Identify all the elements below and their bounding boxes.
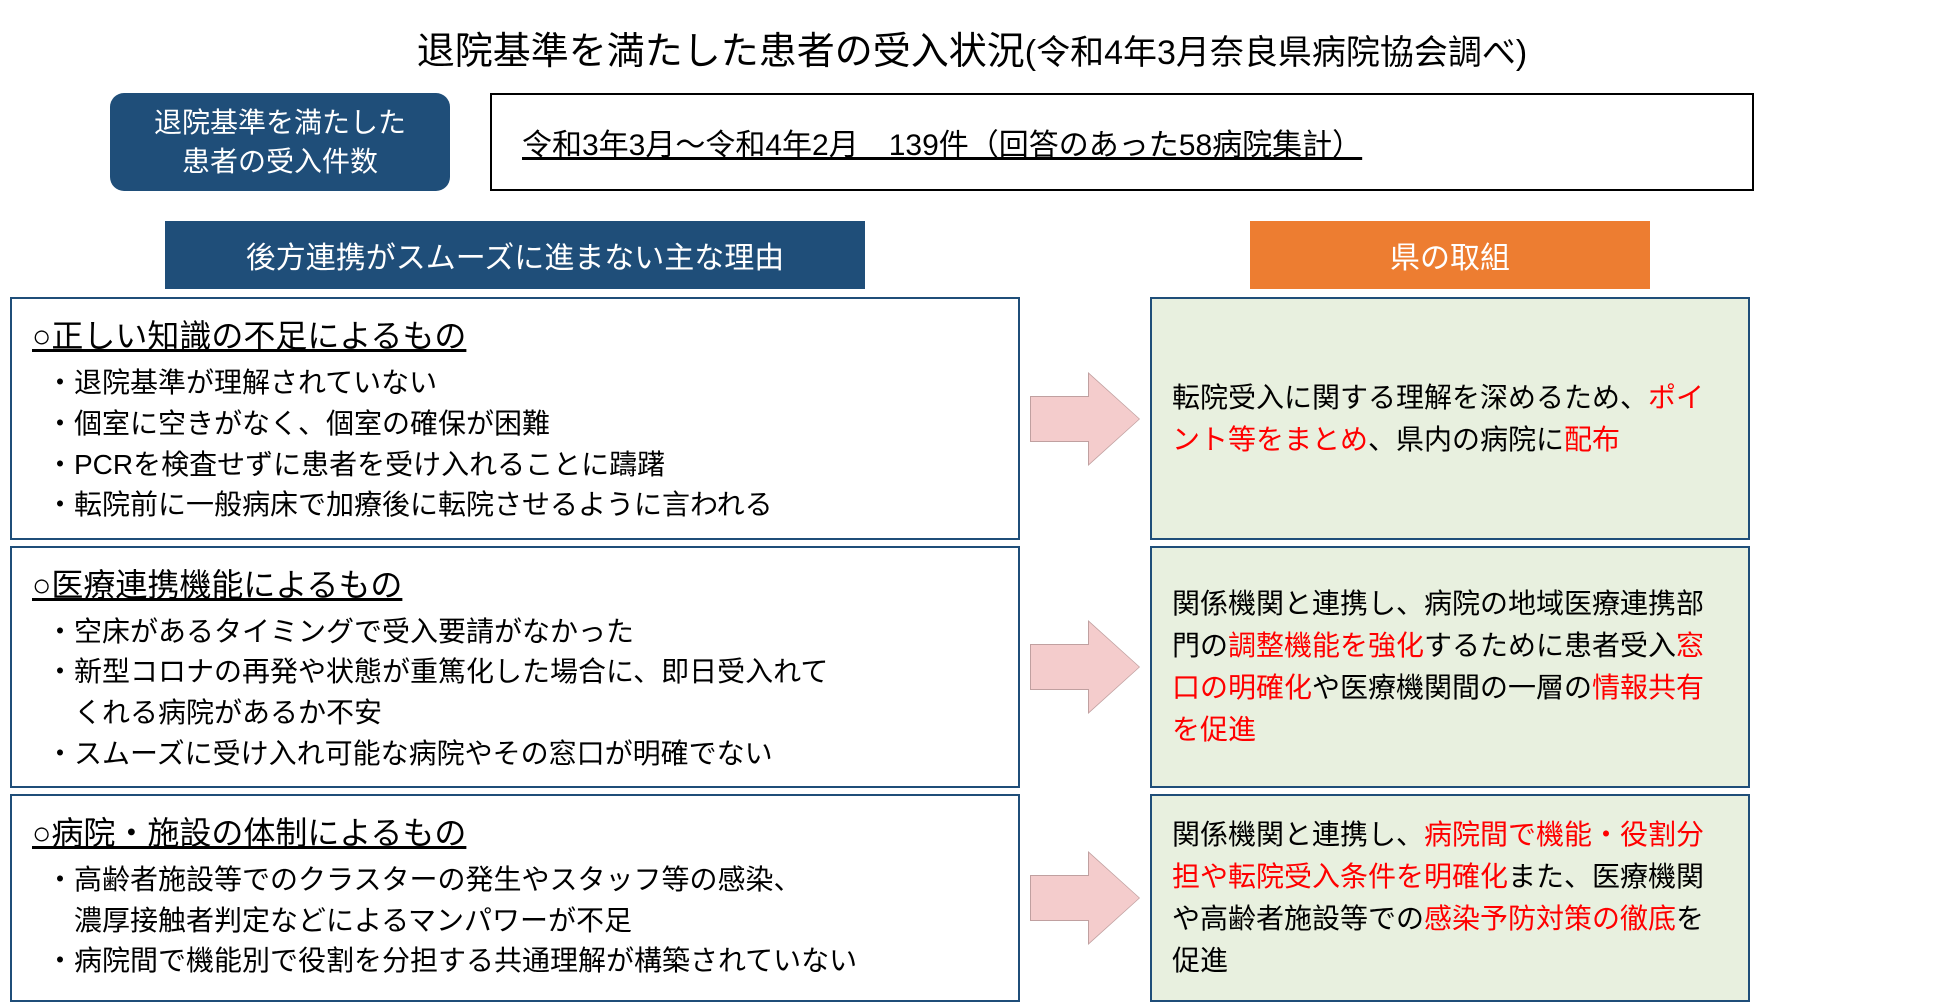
highlighted-text: 配布 [1564, 424, 1620, 455]
reason-item: ・転院前に一般病床で加療後に転院させるように言われる [32, 485, 998, 526]
plain-text: 、県内の病院に [1368, 424, 1564, 455]
title-sub: (令和4年3月奈良県病院協会調べ) [1025, 34, 1527, 72]
content-row: ○病院・施設の体制によるもの・高齢者施設等でのクラスターの発生やスタッフ等の感染… [10, 794, 1934, 1002]
reason-item: ・高齢者施設等でのクラスターの発生やスタッフ等の感染、 [32, 860, 998, 901]
plain-text: するために患者受入 [1424, 630, 1676, 661]
reason-box: ○医療連携機能によるもの・空床があるタイミングで受入要請がなかった・新型コロナの… [10, 546, 1020, 788]
stats-text: 令和3年3月～令和4年2月 139件（回答のあった58病院集計） [522, 120, 1362, 164]
plain-text: や医療機関間の一層の [1312, 672, 1592, 703]
arrow-icon [1030, 374, 1140, 464]
reason-item: ・新型コロナの再発や状態が重篤化した場合に、即日受入れて [32, 652, 998, 693]
reason-title: ○病院・施設の体制によるもの [32, 808, 998, 854]
badge-line-2: 患者の受入件数 [140, 142, 420, 181]
reason-item: ・PCRを検査せずに患者を受け入れることに躊躇 [32, 445, 998, 486]
arrow-cell [1020, 297, 1150, 539]
arrow-icon [1030, 622, 1140, 712]
reasons-header: 後方連携がスムーズに進まない主な理由 [165, 221, 865, 289]
section-headers: 後方連携がスムーズに進まない主な理由 県の取組 [10, 221, 1934, 289]
reason-item: ・病院間で機能別で役割を分担する共通理解が構築されていない [32, 941, 998, 982]
arrow-icon [1030, 853, 1140, 943]
count-badge: 退院基準を満たした 患者の受入件数 [110, 93, 450, 191]
action-box: 転院受入に関する理解を深めるため、ポイント等をまとめ、県内の病院に配布 [1150, 297, 1750, 539]
action-text: 関係機関と連携し、病院の地域医療連携部門の調整機能を強化するために患者受入窓口の… [1172, 583, 1728, 751]
highlighted-text: 感染予防対策の徹底 [1424, 903, 1676, 934]
page-title: 退院基準を満たした患者の受入状況(令和4年3月奈良県病院協会調べ) [10, 20, 1934, 75]
highlighted-text: 調整機能を強化 [1228, 630, 1424, 661]
reason-item: 濃厚接触者判定などによるマンパワーが不足 [32, 901, 998, 942]
action-box: 関係機関と連携し、病院の地域医療連携部門の調整機能を強化するために患者受入窓口の… [1150, 546, 1750, 788]
reason-box: ○正しい知識の不足によるもの・退院基準が理解されていない・個室に空きがなく、個室… [10, 297, 1020, 539]
action-text: 転院受入に関する理解を深めるため、ポイント等をまとめ、県内の病院に配布 [1172, 377, 1728, 461]
content-rows: ○正しい知識の不足によるもの・退院基準が理解されていない・個室に空きがなく、個室… [10, 297, 1934, 1008]
header-row: 退院基準を満たした 患者の受入件数 令和3年3月～令和4年2月 139件（回答の… [10, 93, 1934, 191]
plain-text: 関係機関と連携し、 [1172, 819, 1424, 850]
title-main: 退院基準を満たした患者の受入状況 [417, 31, 1025, 73]
reason-title: ○正しい知識の不足によるもの [32, 311, 998, 357]
badge-line-1: 退院基準を満たした [140, 103, 420, 142]
reason-item: くれる病院があるか不安 [32, 693, 998, 734]
action-text: 関係機関と連携し、病院間で機能・役割分担や転院受入条件を明確化また、医療機関や高… [1172, 814, 1728, 982]
reason-item: ・スムーズに受け入れ可能な病院やその窓口が明確でない [32, 734, 998, 775]
content-row: ○医療連携機能によるもの・空床があるタイミングで受入要請がなかった・新型コロナの… [10, 546, 1934, 788]
content-row: ○正しい知識の不足によるもの・退院基準が理解されていない・個室に空きがなく、個室… [10, 297, 1934, 539]
action-box: 関係機関と連携し、病院間で機能・役割分担や転院受入条件を明確化また、医療機関や高… [1150, 794, 1750, 1002]
actions-header: 県の取組 [1250, 221, 1650, 289]
reason-item: ・空床があるタイミングで受入要請がなかった [32, 612, 998, 653]
reason-box: ○病院・施設の体制によるもの・高齢者施設等でのクラスターの発生やスタッフ等の感染… [10, 794, 1020, 1002]
reason-title: ○医療連携機能によるもの [32, 560, 998, 606]
reason-item: ・個室に空きがなく、個室の確保が困難 [32, 404, 998, 445]
stats-box: 令和3年3月～令和4年2月 139件（回答のあった58病院集計） [490, 93, 1754, 191]
arrow-cell [1020, 546, 1150, 788]
arrow-cell [1020, 794, 1150, 1002]
plain-text: 転院受入に関する理解を深めるため、 [1172, 382, 1648, 413]
reason-item: ・退院基準が理解されていない [32, 363, 998, 404]
